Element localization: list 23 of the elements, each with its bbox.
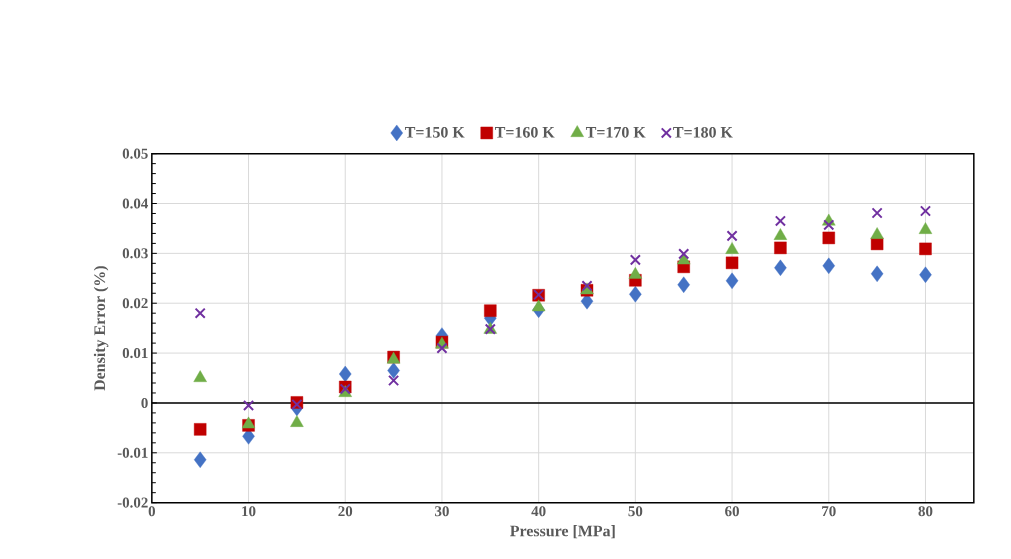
x-tick-label: 0	[148, 506, 156, 517]
y-tick-label: 0.01	[122, 348, 148, 359]
y-axis-title: Density Error (%)	[93, 266, 109, 391]
x-tick-label: 50	[628, 506, 643, 517]
x-tick-label: 30	[435, 506, 449, 517]
legend-label: T=180 K	[673, 126, 733, 138]
y-tick-label: 0.02	[122, 298, 148, 309]
legend-label: T=170 K	[585, 126, 646, 138]
x-tick-label: 80	[918, 506, 933, 517]
x-tick-label: 60	[725, 506, 739, 517]
y-tick-label: -0.01	[117, 447, 148, 458]
legend-label: T=160 K	[494, 126, 555, 138]
x-tick-label: 10	[242, 506, 256, 517]
x-tick-label: 40	[531, 506, 546, 517]
x-tick-label: 70	[822, 506, 836, 517]
y-tick-label: 0.05	[122, 148, 148, 159]
y-tick-label: 0	[141, 397, 148, 408]
y-tick-label: 0.04	[122, 198, 149, 209]
x-axis-title: Pressure [MPa]	[510, 525, 615, 539]
y-tick-label: 0.03	[122, 248, 148, 259]
x-tick-label: 20	[338, 506, 353, 517]
y-tick-label: -0.02	[117, 497, 148, 508]
legend-label: T=150 K	[404, 126, 465, 138]
